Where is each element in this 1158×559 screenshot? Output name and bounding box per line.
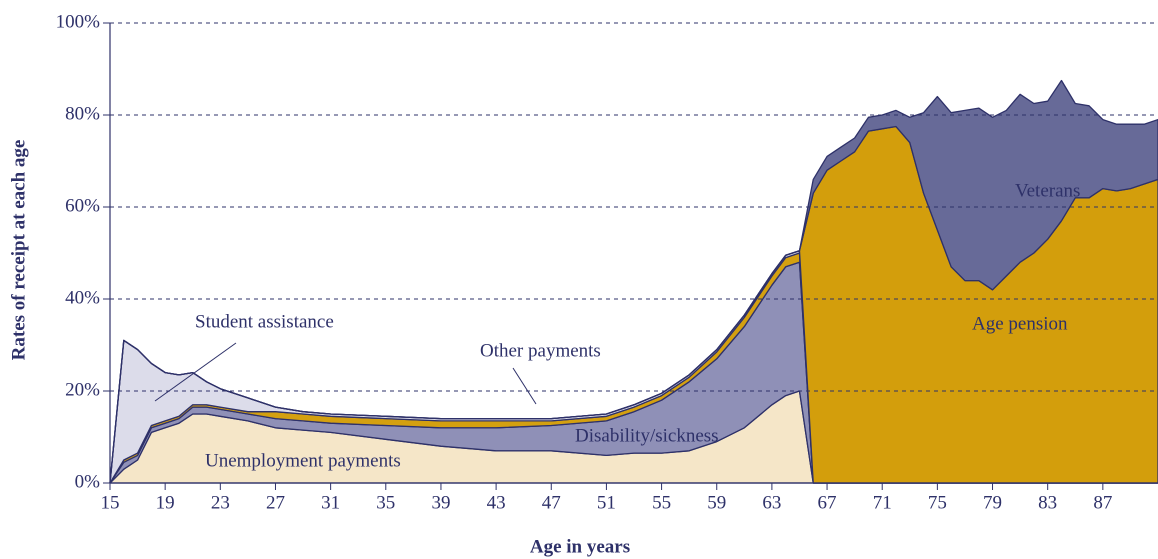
x-tick-label: 23 — [211, 492, 230, 513]
series-label: Student assistance — [195, 311, 334, 332]
y-tick-label: 60% — [65, 195, 100, 216]
x-tick-label: 39 — [431, 492, 450, 513]
leader-line — [512, 367, 537, 405]
x-tick-label: 19 — [156, 492, 175, 513]
x-tick-label: 31 — [321, 492, 340, 513]
x-tick-label: 75 — [928, 492, 947, 513]
series-label: Other payments — [480, 340, 601, 361]
y-axis-label: Rates of receipt at each age — [8, 140, 29, 361]
x-tick-label: 59 — [707, 492, 726, 513]
x-tick-label: 47 — [542, 492, 561, 513]
x-tick-label: 55 — [652, 492, 671, 513]
y-tick-label: 100% — [56, 11, 101, 32]
x-axis-label: Age in years — [530, 536, 630, 557]
x-tick-label: 63 — [762, 492, 781, 513]
x-tick-label: 83 — [1038, 492, 1057, 513]
series-label: Veterans — [1015, 180, 1080, 201]
leader-line — [154, 342, 237, 402]
y-tick-label: 80% — [65, 103, 100, 124]
series-label: Disability/sickness — [575, 425, 719, 446]
y-tick-label: 40% — [65, 287, 100, 308]
x-tick-label: 79 — [983, 492, 1002, 513]
x-tick-label: 35 — [376, 492, 395, 513]
series-label: Unemployment payments — [205, 450, 401, 471]
x-tick-label: 71 — [873, 492, 892, 513]
x-tick-label: 27 — [266, 492, 285, 513]
x-tick-label: 43 — [487, 492, 506, 513]
x-tick-label: 87 — [1093, 492, 1112, 513]
y-tick-label: 20% — [65, 379, 100, 400]
y-tick-label: 0% — [75, 471, 101, 492]
area — [109, 79, 1158, 484]
series-label: Age pension — [972, 313, 1068, 334]
x-tick-label: 15 — [101, 492, 120, 513]
x-tick-label: 67 — [818, 492, 837, 513]
x-tick-label: 51 — [597, 492, 616, 513]
